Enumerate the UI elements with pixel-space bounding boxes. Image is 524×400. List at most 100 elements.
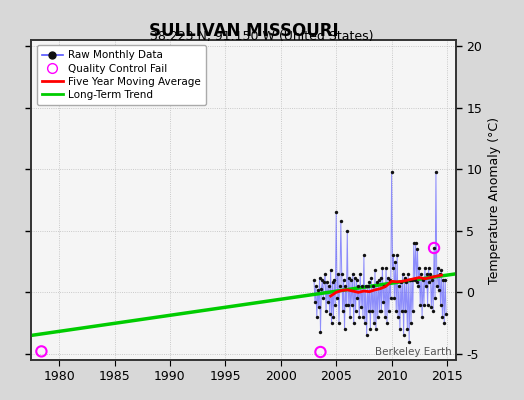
Point [399, 332, 408, 338]
Point [380, 283, 388, 289]
Point [398, 271, 407, 277]
Point [440, 320, 449, 326]
Point [326, 267, 335, 273]
Point [320, 279, 329, 286]
Point [359, 314, 367, 320]
Point [318, 277, 326, 283]
Point [334, 271, 342, 277]
Point [324, 283, 333, 289]
Point [398, 308, 406, 314]
Point [428, 277, 436, 283]
Point [355, 314, 364, 320]
Point [312, 283, 320, 289]
Point [350, 320, 358, 326]
Point [357, 304, 365, 310]
Point [426, 271, 434, 277]
Point [353, 295, 362, 302]
Point [422, 271, 431, 277]
Point [375, 277, 383, 283]
Point [369, 283, 377, 289]
Point [407, 320, 415, 326]
Point [322, 308, 330, 314]
Point [431, 295, 439, 302]
Point [340, 277, 348, 283]
Point [367, 274, 376, 281]
Point [423, 302, 432, 308]
Point [373, 279, 381, 286]
Point [348, 271, 357, 277]
Point [427, 304, 435, 310]
Point [434, 287, 443, 293]
Point [391, 258, 399, 265]
Point [364, 308, 373, 314]
Point [441, 277, 450, 283]
Point [412, 279, 421, 286]
Point [317, 286, 325, 292]
Point [324, 299, 332, 305]
Point [421, 264, 429, 271]
Point [344, 302, 352, 308]
Point [433, 264, 442, 271]
Point [372, 326, 380, 332]
Point [436, 302, 445, 308]
Point [389, 252, 398, 258]
Point [393, 252, 401, 258]
Point [420, 302, 428, 308]
Point [416, 302, 424, 308]
Point [336, 218, 345, 224]
Point [374, 314, 382, 320]
Point [387, 295, 395, 302]
Point [382, 264, 390, 271]
Point [321, 271, 329, 277]
Point [386, 277, 394, 283]
Point [438, 314, 446, 320]
Point [311, 299, 319, 305]
Point [381, 314, 389, 320]
Point [432, 168, 440, 175]
Point [388, 264, 397, 271]
Text: Berkeley Earth: Berkeley Earth [375, 347, 452, 357]
Point [425, 279, 434, 286]
Text: 38.223 N, 91.150 W (United States): 38.223 N, 91.150 W (United States) [150, 30, 374, 43]
Point [413, 246, 422, 252]
Point [366, 326, 375, 332]
Point [403, 326, 411, 332]
Point [316, 349, 325, 355]
Point [343, 228, 352, 234]
Point [340, 326, 348, 332]
Point [316, 328, 325, 335]
Point [400, 274, 409, 281]
Point [352, 277, 361, 283]
Point [430, 245, 438, 251]
Point [330, 277, 339, 283]
Point [339, 308, 347, 314]
Point [345, 274, 353, 281]
Point [422, 283, 430, 289]
Point [347, 277, 355, 283]
Point [363, 332, 371, 338]
Point [409, 308, 417, 314]
Point [433, 283, 441, 289]
Point [315, 274, 324, 281]
Point [379, 299, 387, 305]
Point [362, 283, 370, 289]
Point [337, 271, 346, 277]
Point [415, 264, 423, 271]
Point [384, 274, 392, 281]
Point [331, 302, 340, 308]
Y-axis label: Temperature Anomaly (°C): Temperature Anomaly (°C) [488, 116, 501, 284]
Point [418, 314, 426, 320]
Point [376, 274, 385, 281]
Point [336, 283, 344, 289]
Point [397, 279, 405, 286]
Point [323, 279, 331, 286]
Point [359, 252, 368, 258]
Point [429, 308, 438, 314]
Point [325, 311, 334, 318]
Point [352, 308, 360, 314]
Point [402, 279, 411, 286]
Point [358, 283, 366, 289]
Point [378, 264, 387, 271]
Point [442, 311, 450, 318]
Point [342, 302, 351, 308]
